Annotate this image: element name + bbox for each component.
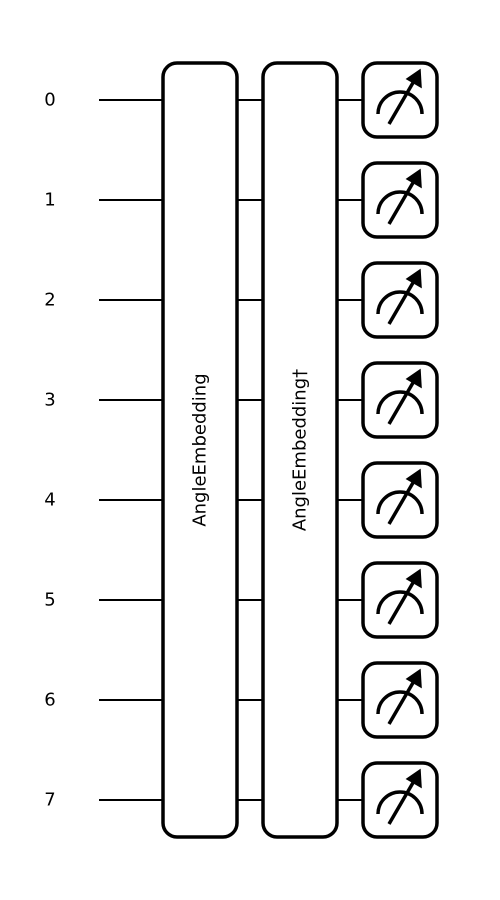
measurement-box-frame	[361, 61, 439, 139]
measurement-box-frame	[361, 161, 439, 239]
meter-arc	[376, 390, 424, 415]
meter-arc	[376, 90, 424, 115]
meter-needle	[387, 580, 416, 625]
meter-arc	[376, 590, 424, 615]
meter-needle	[387, 780, 416, 825]
meter-icon	[376, 668, 424, 725]
measurement-box	[361, 761, 439, 839]
angle-embedding-adjoint-gate: AngleEmbedding†	[261, 61, 339, 839]
wire-label: 4	[44, 490, 55, 511]
measurement-box	[361, 161, 439, 239]
meter-needle	[387, 280, 416, 325]
angle-embedding-gate-box	[161, 61, 239, 839]
meter-arc	[376, 690, 424, 715]
wire-label: 5	[44, 590, 55, 611]
meter-arc	[376, 290, 424, 315]
measurement-box-frame	[361, 361, 439, 439]
measurement-box	[361, 461, 439, 539]
meter-needle	[387, 180, 416, 225]
angle-embedding-gate-label: AngleEmbedding	[190, 373, 211, 526]
angle-embedding-adjoint-gate-label: AngleEmbedding†	[290, 369, 311, 531]
meter-arrowhead	[405, 468, 422, 489]
meter-arrowhead	[405, 668, 422, 689]
wire-label: 1	[44, 190, 55, 211]
angle-embedding-adjoint-gate-box	[261, 61, 339, 839]
meter-arrowhead	[405, 168, 422, 189]
measurement-box	[361, 61, 439, 139]
wire-label: 2	[44, 290, 55, 311]
meter-arrowhead	[405, 568, 422, 589]
meter-arc	[376, 790, 424, 815]
measurement-box-frame	[361, 261, 439, 339]
angle-embedding-gate: AngleEmbedding	[161, 61, 239, 839]
measurement-box-frame	[361, 561, 439, 639]
meter-needle	[387, 80, 416, 125]
meter-icon	[376, 768, 424, 825]
meter-arrowhead	[405, 68, 422, 89]
measurement-box	[361, 361, 439, 439]
wire-label: 3	[44, 390, 55, 411]
meter-icon	[376, 268, 424, 325]
meter-arrowhead	[405, 368, 422, 389]
measurement-box	[361, 661, 439, 739]
meter-icon	[376, 468, 424, 525]
meter-arc	[376, 490, 424, 515]
meter-needle	[387, 480, 416, 525]
meter-arrowhead	[405, 268, 422, 289]
wire-label: 6	[44, 690, 55, 711]
measurement-box-frame	[361, 661, 439, 739]
measurement-column	[361, 61, 439, 839]
measurement-box	[361, 561, 439, 639]
meter-icon	[376, 368, 424, 425]
wire-labels: 0 1 2 3 4 5 6 7	[44, 90, 55, 811]
meter-icon	[376, 168, 424, 225]
wire-label: 7	[44, 790, 55, 811]
meter-needle	[387, 380, 416, 425]
meter-icon	[376, 68, 424, 125]
measurement-box-frame	[361, 761, 439, 839]
meter-arc	[376, 190, 424, 215]
measurement-box	[361, 261, 439, 339]
meter-arrowhead	[405, 768, 422, 789]
meter-icon	[376, 568, 424, 625]
meter-needle	[387, 680, 416, 725]
wire-label: 0	[44, 90, 55, 111]
measurement-box-frame	[361, 461, 439, 539]
